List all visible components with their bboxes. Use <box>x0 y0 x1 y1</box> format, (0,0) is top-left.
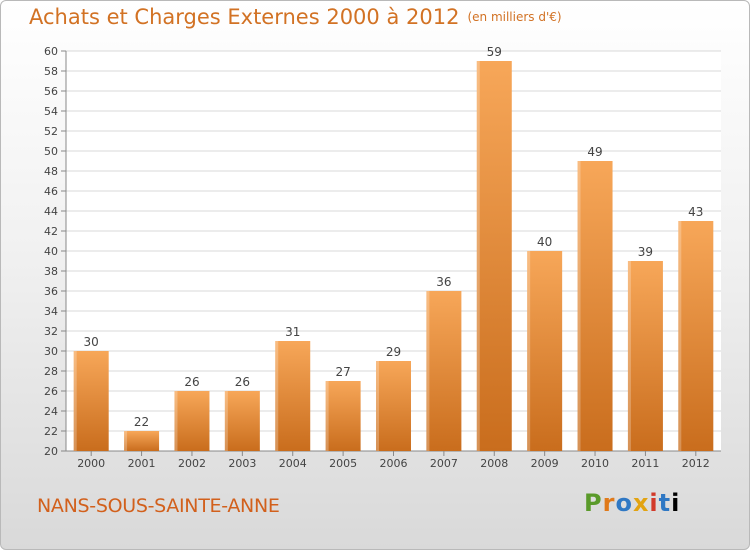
x-tick-label: 2010 <box>581 457 609 470</box>
y-tick-label: 32 <box>44 325 58 338</box>
bar-2006 <box>376 361 411 451</box>
y-tick-label: 26 <box>44 385 58 398</box>
x-tick-label: 2007 <box>430 457 458 470</box>
data-label: 40 <box>537 235 552 249</box>
y-tick-label: 30 <box>44 345 58 358</box>
bar-2004 <box>275 341 311 451</box>
y-tick-label: 34 <box>44 305 58 318</box>
x-tick-label: 2003 <box>228 457 256 470</box>
x-tick-label: 2005 <box>329 457 357 470</box>
data-label: 39 <box>638 245 653 259</box>
y-tick-label: 50 <box>44 145 58 158</box>
y-tick-label: 42 <box>44 225 58 238</box>
y-tick-label: 36 <box>44 285 58 298</box>
x-tick-label: 2011 <box>631 457 659 470</box>
y-tick-label: 56 <box>44 85 58 98</box>
bar-2008 <box>476 61 512 451</box>
y-tick-label: 58 <box>44 65 58 78</box>
proxiti-logo: Proxiti <box>584 489 681 517</box>
bar-2005 <box>325 381 361 451</box>
data-label: 49 <box>587 145 602 159</box>
y-tick-label: 20 <box>44 445 58 458</box>
bar-2009 <box>527 251 563 451</box>
bar-highlight <box>527 251 531 451</box>
data-label: 29 <box>386 345 401 359</box>
bar-highlight <box>73 351 77 451</box>
y-tick-label: 60 <box>44 45 58 58</box>
bar-2003 <box>224 391 260 451</box>
bar-2010 <box>577 161 613 451</box>
bar-2012 <box>678 221 714 451</box>
bar-2011 <box>627 261 663 451</box>
chart-title: Achats et Charges Externes 2000 à 2012 (e… <box>29 5 562 29</box>
data-labels: 30 22 26 26 31 27 29 36 59 40 49 39 43 <box>84 45 704 429</box>
y-tick-label: 28 <box>44 365 58 378</box>
data-label: 22 <box>134 415 149 429</box>
bar-2001 <box>124 431 160 451</box>
x-tick-label: 2012 <box>682 457 710 470</box>
data-label: 59 <box>487 45 502 59</box>
x-tick-label: 2004 <box>279 457 307 470</box>
bars <box>73 61 714 451</box>
x-tick-label: 2008 <box>480 457 508 470</box>
bar-highlight <box>376 361 379 451</box>
y-tick-label: 38 <box>44 265 58 278</box>
bar-2007 <box>426 291 462 451</box>
y-tick-label: 40 <box>44 245 58 258</box>
bar-2002 <box>174 391 210 451</box>
bar-highlight <box>476 61 480 451</box>
axes: 20 22 24 26 28 30 32 34 36 38 40 42 44 46 48 50 52 54 56 58… <box>44 45 721 470</box>
y-tick-label: 44 <box>44 205 58 218</box>
x-tick-label: 2002 <box>178 457 206 470</box>
bar-highlight <box>678 221 682 451</box>
bar-highlight <box>224 391 228 451</box>
bar-2000 <box>73 351 109 451</box>
data-label: 43 <box>688 205 703 219</box>
x-tick-label: 2001 <box>128 457 156 470</box>
y-tick-label: 52 <box>44 125 58 138</box>
x-tick-label: 2006 <box>380 457 408 470</box>
bar-highlight <box>124 431 128 451</box>
y-tick-label: 48 <box>44 165 58 178</box>
data-label: 31 <box>285 325 300 339</box>
bar-highlight <box>426 291 430 451</box>
x-tick-label: 2009 <box>531 457 559 470</box>
data-label: 36 <box>436 275 451 289</box>
data-label: 30 <box>84 335 99 349</box>
bar-highlight <box>577 161 581 451</box>
data-label: 26 <box>184 375 199 389</box>
y-tick-label: 24 <box>44 405 58 418</box>
y-tick-label: 22 <box>44 425 58 438</box>
chart-title-text: Achats et Charges Externes 2000 à 2012 <box>29 5 460 29</box>
data-label: 27 <box>335 365 350 379</box>
data-label: 26 <box>235 375 250 389</box>
bar-highlight <box>174 391 178 451</box>
bar-highlight <box>627 261 631 451</box>
y-tick-label: 46 <box>44 185 58 198</box>
chart-subtitle: (en milliers d'€) <box>467 10 562 24</box>
bar-highlight <box>275 341 279 451</box>
x-tick-label: 2000 <box>77 457 105 470</box>
commune-name: NANS-SOUS-SAINTE-ANNE <box>37 495 280 517</box>
bar-highlight <box>325 381 329 451</box>
y-tick-label: 54 <box>44 105 58 118</box>
